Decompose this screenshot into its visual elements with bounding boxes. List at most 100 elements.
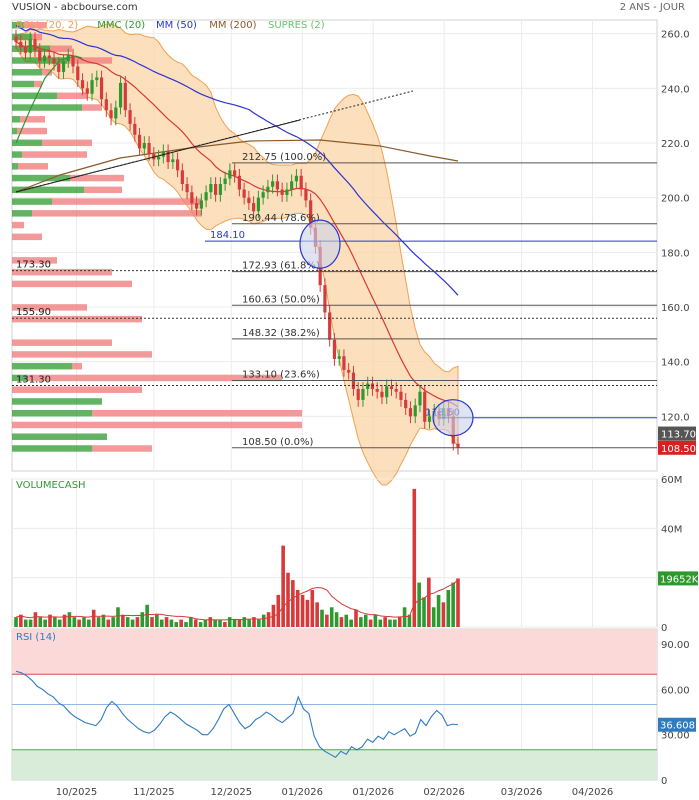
volume-profile-bar-sell	[70, 174, 124, 182]
volume-profile-bar-sell	[92, 409, 302, 417]
volume-profile-bar-sell	[12, 257, 57, 264]
volume-bar	[359, 617, 363, 627]
volume-profile-bar-sell	[22, 151, 87, 158]
candle-body	[294, 175, 299, 182]
candle-body	[195, 203, 199, 209]
volume-bar	[150, 617, 154, 627]
candle-body	[247, 197, 251, 204]
volume-profile-bar-sell	[27, 374, 282, 382]
volume-profile-bar-sell	[42, 139, 92, 147]
volume-bar	[393, 619, 397, 627]
date-tick-label: 01/2026	[352, 787, 394, 798]
candle-body	[85, 88, 89, 94]
volume-profile-bar-sell	[57, 92, 87, 100]
rsi-title: RSI (14)	[16, 632, 56, 643]
support-resistance-label: 173.30	[16, 260, 51, 271]
candle-body	[342, 356, 346, 370]
date-tick-label: 02/2026	[423, 787, 465, 798]
date-tick-label: 01/2026	[281, 787, 323, 798]
candle-body	[218, 184, 222, 195]
volume-bar	[417, 582, 421, 627]
candle-body	[142, 143, 146, 149]
last-price-value: 113.70	[661, 430, 696, 441]
candle-body	[109, 110, 113, 119]
candle-body	[323, 285, 327, 313]
candle-body	[47, 55, 51, 59]
mmc20-line	[15, 55, 83, 144]
candle-body	[237, 175, 241, 190]
price-tick-label: 160.0	[661, 303, 690, 314]
volume-profile-bar-sell	[72, 362, 82, 370]
rsi-tick-label: 30.00	[661, 731, 690, 742]
volume-tick-label: 60M	[661, 475, 682, 486]
volume-bar	[62, 614, 67, 627]
volume-profile-bar-buy	[12, 198, 52, 205]
volume-bar	[33, 612, 38, 627]
fibonacci-label: 190.44 (78.6%)	[242, 213, 320, 224]
volume-bar	[53, 617, 57, 627]
volume-bar	[14, 617, 18, 627]
volume-tick-label: 0	[661, 623, 667, 634]
volume-profile-bar-buy	[12, 210, 32, 217]
volume-profile-bar-sell	[42, 69, 52, 76]
candle-body	[361, 389, 365, 400]
volume-bar	[456, 578, 460, 627]
volume-profile-bar-buy	[12, 33, 32, 41]
volume-profile-bar-sell	[12, 351, 152, 358]
volume-profile-bar-sell	[12, 339, 112, 346]
candle-body	[408, 408, 413, 417]
candle-body	[38, 50, 42, 61]
price-tick-label: 260.0	[661, 30, 690, 41]
period-label[interactable]: 2 ANS - JOUR	[619, 2, 685, 13]
volume-bar	[43, 619, 47, 627]
volume-profile-bar-sell	[92, 445, 152, 452]
candle-body	[242, 189, 246, 198]
volume-bar	[91, 609, 96, 627]
candle-body	[204, 192, 208, 201]
volume-bar	[48, 614, 52, 627]
candle-body	[28, 39, 32, 53]
volume-bar	[179, 619, 183, 627]
volume-bar	[436, 594, 441, 627]
price-tick-label: 180.0	[661, 248, 690, 259]
volume-bar	[325, 614, 329, 627]
candle-body	[42, 55, 47, 61]
volume-profile-bar-sell	[34, 80, 42, 88]
volume-profile-bar-sell	[12, 315, 142, 323]
highlight-circle	[299, 219, 341, 269]
candle-body	[423, 391, 427, 422]
volume-profile-bar-buy	[12, 174, 70, 182]
candle-body	[280, 189, 284, 195]
volume-bar	[242, 617, 247, 627]
candle-body	[95, 77, 99, 81]
volume-bar	[155, 614, 159, 627]
candle-body	[180, 170, 184, 184]
trend-line-solid	[15, 119, 301, 193]
volume-bar	[189, 617, 193, 627]
candle-body	[285, 189, 289, 195]
candle-body	[14, 36, 18, 42]
volume-bar	[320, 609, 324, 627]
legend-item: MMC (20)	[97, 20, 145, 31]
candle-body	[456, 443, 460, 448]
candle-body	[290, 181, 294, 190]
candle-body	[171, 159, 175, 163]
volume-profile-bar-sell	[12, 268, 112, 276]
volume-profile-bar-buy	[12, 22, 24, 29]
volume-bar	[349, 619, 353, 627]
volume-bar	[339, 617, 344, 627]
volume-bar	[218, 619, 222, 627]
candle-body	[185, 184, 189, 193]
volume-profile-bar-buy	[12, 163, 18, 170]
volume-bar	[232, 619, 237, 627]
candle-body	[52, 58, 56, 64]
fibonacci-label: 148.32 (38.2%)	[242, 328, 320, 339]
candle-body	[133, 123, 137, 135]
rsi-last-value: 36.608	[660, 721, 695, 732]
volume-bar	[72, 617, 77, 627]
volume-bar	[184, 622, 188, 627]
volume-profile-bar-sell	[18, 163, 48, 170]
volume-profile-bar-sell	[32, 210, 202, 217]
volume-bar	[427, 577, 431, 627]
volume-tick-label: 40M	[661, 524, 682, 535]
